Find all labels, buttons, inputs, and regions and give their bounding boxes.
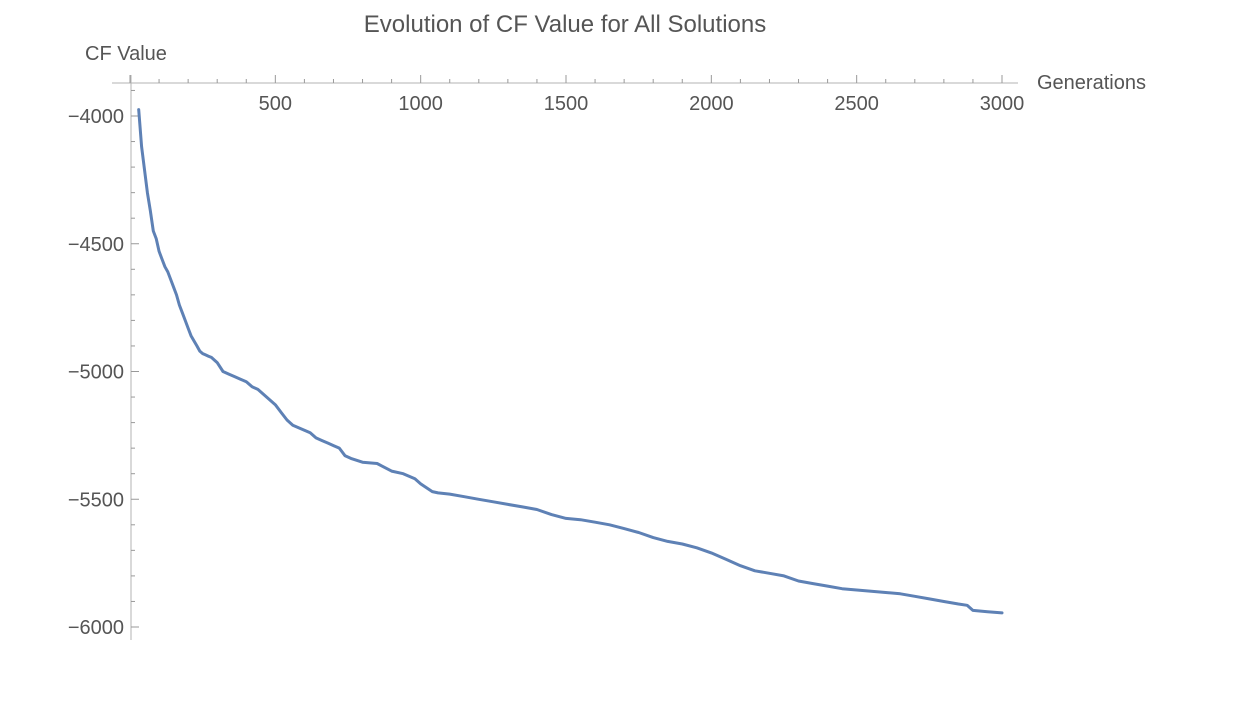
y-axis-ticks: −4000 −4500 −5000 −5500 −6000 [68, 89, 139, 639]
y-tick-label: −4000 [68, 106, 124, 128]
chart-title: Evolution of CF Value for All Solutions [364, 11, 766, 38]
axes [112, 75, 1018, 640]
y-tick-label: −5500 [68, 489, 124, 511]
x-tick-label: 1000 [398, 93, 443, 115]
x-tick-label: 3000 [980, 93, 1025, 115]
y-tick-label: −6000 [68, 617, 124, 639]
x-tick-label: 500 [259, 93, 292, 115]
x-tick-label: 1500 [544, 93, 589, 115]
x-axis-ticks: 500 1000 1500 2000 2500 3000 [129, 75, 1025, 115]
x-axis-label: Generations [1037, 72, 1146, 94]
y-tick-label: −4500 [68, 234, 124, 256]
x-tick-label: 2500 [834, 93, 879, 115]
y-tick-label: −5000 [68, 362, 124, 384]
x-tick-label: 2000 [689, 93, 734, 115]
series-group [137, 108, 1004, 615]
series-line-1 [137, 108, 1004, 615]
y-axis-label: CF Value [85, 43, 167, 65]
